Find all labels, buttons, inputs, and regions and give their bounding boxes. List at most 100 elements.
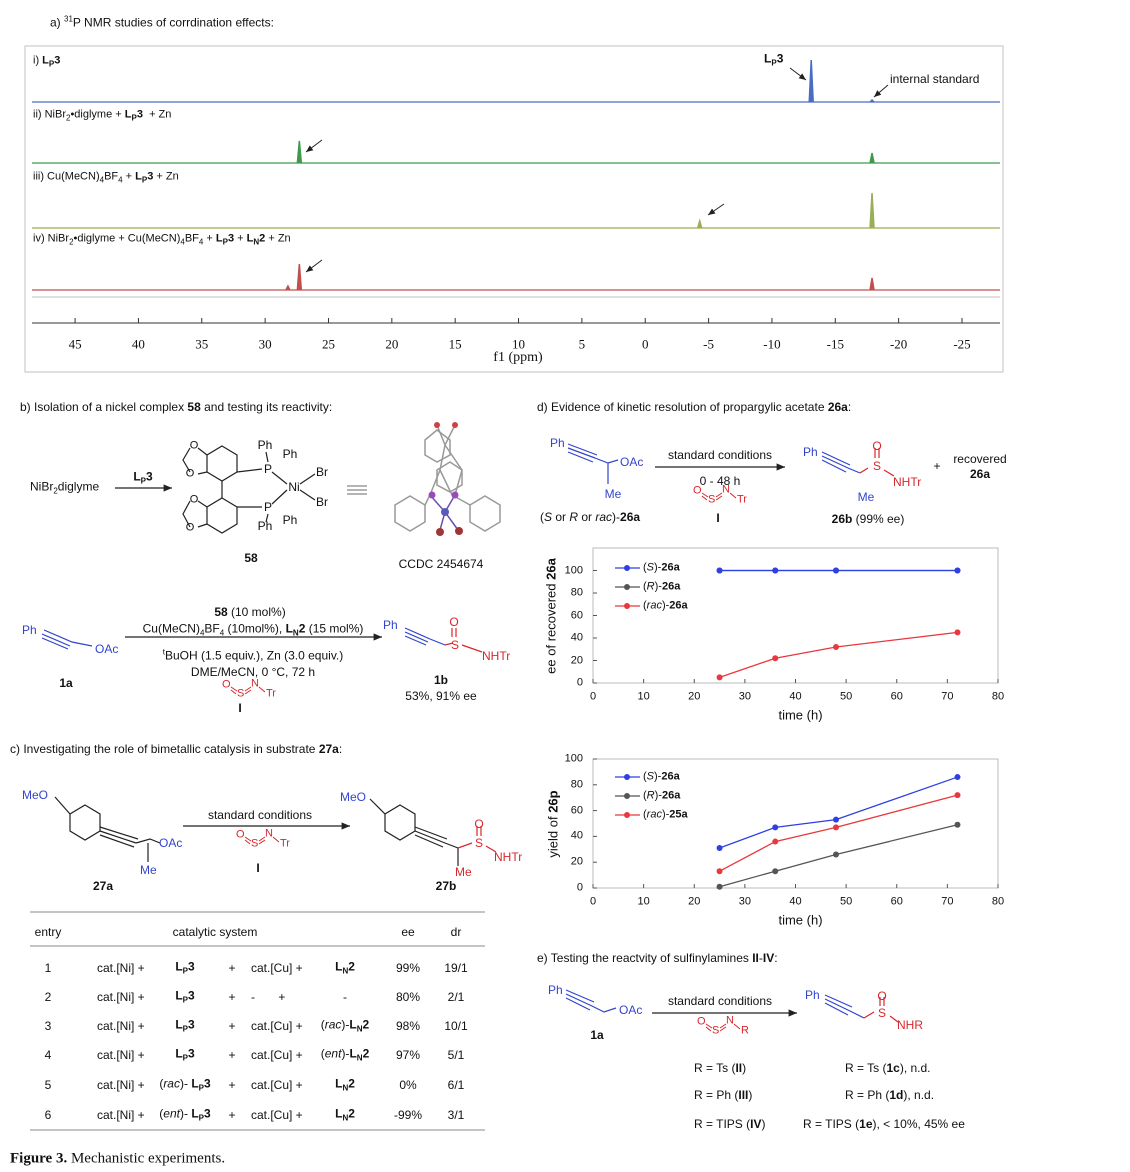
table-cell: cat.[Cu] + bbox=[251, 961, 303, 975]
point bbox=[954, 821, 961, 828]
skeleton bbox=[859, 448, 895, 477]
peak bbox=[869, 98, 875, 103]
table-cell: cat.[Cu] + bbox=[251, 1019, 303, 1033]
atom-label: S bbox=[237, 687, 245, 700]
legend-label: ii) NiBr2•diglyme + LP3 + Zn bbox=[33, 108, 172, 123]
atom-label: N bbox=[265, 827, 273, 840]
bond bbox=[244, 836, 280, 845]
table-header: catalytic system bbox=[172, 925, 258, 939]
x-tick-label: 50 bbox=[840, 895, 853, 908]
table-cell: - + bbox=[251, 990, 286, 1004]
table-cell: 2/1 bbox=[447, 990, 465, 1004]
layout-art bbox=[24, 45, 1004, 1131]
x-tick-label: -5 bbox=[703, 336, 714, 352]
y-tick-label: 0 bbox=[576, 676, 583, 689]
point bbox=[833, 644, 839, 650]
condition-text: DME/MeCN, 0 °C, 72 h bbox=[190, 665, 316, 679]
text: OAc bbox=[619, 1003, 643, 1017]
y-tick-label: 100 bbox=[564, 564, 583, 576]
atom-label: Tr bbox=[280, 837, 290, 850]
table-cell: 97% bbox=[395, 1048, 421, 1062]
table-cell: 5/1 bbox=[447, 1048, 465, 1062]
atom-label: P bbox=[263, 500, 273, 514]
text: Me bbox=[455, 865, 472, 879]
table-rule bbox=[30, 911, 485, 1131]
table-cell: LN2 bbox=[335, 1106, 355, 1123]
equivalent-sign bbox=[347, 485, 367, 495]
text: 53%, 91% ee bbox=[405, 689, 477, 703]
text: NHTr bbox=[482, 649, 511, 663]
condition-text: tBuOH (1.5 equiv.), Zn (3.0 equiv.) bbox=[162, 647, 344, 663]
text: + bbox=[933, 459, 941, 473]
text: 27a bbox=[92, 879, 114, 893]
x-tick-label: 30 bbox=[738, 895, 751, 908]
table-cell: 5 bbox=[44, 1078, 52, 1092]
atom-label: N bbox=[251, 677, 259, 690]
x-tick-label: 0 bbox=[589, 895, 597, 908]
legend-marker bbox=[624, 584, 630, 590]
x-tick-label: 80 bbox=[991, 895, 1005, 908]
y-tick-label: 100 bbox=[564, 752, 583, 765]
table-cell: cat.[Ni] + bbox=[97, 1048, 145, 1062]
complex-structure bbox=[182, 445, 316, 534]
y-tick-label: 60 bbox=[570, 609, 583, 621]
point bbox=[716, 883, 723, 890]
legend-label: (R)-26a bbox=[643, 580, 681, 593]
legend-marker bbox=[624, 603, 630, 609]
crystal-structure bbox=[394, 422, 501, 536]
ccdc-label: CCDC 2454674 bbox=[398, 557, 484, 571]
x-tick-label: -10 bbox=[763, 336, 781, 352]
x-tick-label: -15 bbox=[826, 336, 844, 352]
text: standard conditions bbox=[207, 808, 313, 822]
atom-label: O bbox=[222, 678, 231, 691]
point bbox=[716, 567, 723, 574]
text: standard conditions bbox=[667, 448, 773, 462]
table-cell: cat.[Cu] + bbox=[251, 1048, 303, 1062]
point bbox=[833, 824, 839, 831]
text: Ph bbox=[550, 436, 565, 450]
text: O bbox=[872, 439, 882, 453]
x-tick-label: 25 bbox=[321, 336, 335, 352]
text: Me bbox=[857, 490, 875, 504]
atom-label: S bbox=[251, 837, 259, 850]
point bbox=[772, 655, 779, 662]
table-cell: 19/1 bbox=[444, 961, 468, 975]
y-tick-label: 80 bbox=[570, 586, 583, 599]
text: standard conditions bbox=[667, 994, 773, 1008]
table-cell: LP3 bbox=[175, 1017, 195, 1034]
text: Me bbox=[140, 863, 157, 877]
atom-label: Tr bbox=[266, 687, 276, 700]
list-item: R = Ts (1c), n.d. bbox=[845, 1061, 931, 1075]
annotation-arrow bbox=[305, 67, 889, 273]
legend-marker bbox=[624, 812, 630, 818]
x-tick-label: -25 bbox=[953, 336, 971, 352]
peak bbox=[296, 140, 303, 164]
x-tick-label: 0 bbox=[641, 336, 649, 352]
table-cell: + bbox=[228, 1019, 236, 1033]
series-line bbox=[719, 794, 958, 872]
atom-label: S bbox=[708, 493, 716, 506]
list-item: R = TIPS (1e), < 10%, 45% ee bbox=[803, 1117, 965, 1131]
point bbox=[772, 824, 779, 831]
text: S bbox=[474, 836, 484, 850]
y-tick-label: 40 bbox=[570, 631, 583, 644]
peak bbox=[296, 263, 303, 291]
peak bbox=[696, 218, 703, 229]
y-tick-label: 80 bbox=[570, 778, 583, 791]
bond bbox=[705, 1023, 741, 1032]
atom-label: O bbox=[236, 828, 245, 841]
x-tick-label: -20 bbox=[889, 336, 908, 352]
table-cell: 80% bbox=[395, 990, 421, 1004]
x-axis-label: time (h) bbox=[778, 707, 823, 723]
table-cell: + bbox=[228, 1048, 236, 1062]
panel-title: a) 31P NMR studies of corrdination effec… bbox=[50, 14, 274, 30]
text: Me bbox=[604, 487, 622, 501]
point bbox=[954, 792, 961, 799]
atom-label: O bbox=[697, 1015, 706, 1028]
point bbox=[954, 629, 961, 636]
table-cell: (ent)-LN2 bbox=[320, 1046, 370, 1063]
atom-label: P bbox=[263, 462, 273, 476]
text: recovered bbox=[953, 452, 1007, 466]
